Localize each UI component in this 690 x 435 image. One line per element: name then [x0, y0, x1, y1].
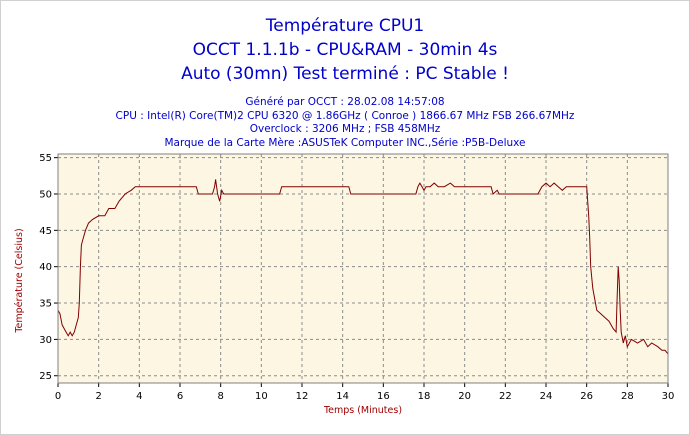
- chart-title: Température CPU1: [265, 16, 425, 36]
- y-tick-label: 55: [39, 153, 52, 164]
- x-tick-label: 18: [418, 391, 431, 402]
- x-tick-label: 16: [377, 391, 390, 402]
- chart-info-block: Généré par OCCT : 28.02.08 14:57:08 CPU …: [0, 96, 690, 150]
- x-tick-label: 26: [580, 391, 593, 402]
- temperature-series-line: [57, 179, 669, 355]
- x-tick-label: 10: [255, 391, 268, 402]
- plot-area: [58, 154, 668, 383]
- info-motherboard: Marque de la Carte Mère :ASUSTeK Compute…: [164, 136, 526, 149]
- x-tick-label: 22: [499, 391, 512, 402]
- x-tick-label: 30: [662, 391, 675, 402]
- x-tick-label: 12: [296, 391, 309, 402]
- chart-subtitle-1: OCCT 1.1.1b - CPU&RAM - 30min 4s: [192, 40, 498, 60]
- x-tick-label: 2: [95, 391, 101, 402]
- y-tick-label: 45: [39, 226, 52, 237]
- x-tick-label: 0: [55, 391, 61, 402]
- y-tick-label: 50: [39, 189, 52, 200]
- x-tick-label: 24: [540, 391, 553, 402]
- x-tick-label: 14: [336, 391, 349, 402]
- x-axis-label: Temps (Minutes): [323, 405, 402, 416]
- x-tick-label: 20: [458, 391, 471, 402]
- plot-border: [57, 153, 669, 384]
- chart-subtitle-2: Auto (30mn) Test terminé : PC Stable !: [181, 64, 509, 84]
- info-generated: Généré par OCCT : 28.02.08 14:57:08: [245, 96, 445, 108]
- grid-lines: [58, 154, 668, 383]
- x-tick-label: 4: [136, 391, 142, 402]
- x-tick-label: 28: [621, 391, 634, 402]
- x-tick-label: 8: [217, 391, 223, 402]
- x-tick-label: 6: [177, 391, 183, 402]
- info-cpu: CPU : Intel(R) Core(TM)2 CPU 6320 @ 1.86…: [115, 109, 575, 122]
- y-tick-label: 25: [39, 371, 52, 382]
- y-tick-label: 30: [39, 335, 52, 346]
- y-tick-label: 40: [39, 262, 52, 273]
- y-axis-label: Température (Celsius): [14, 228, 25, 333]
- y-tick-label: 35: [39, 299, 52, 310]
- chart-title-block: Température CPU1 OCCT 1.1.1b - CPU&RAM -…: [0, 14, 690, 86]
- info-overclock: Overclock : 3206 MHz ; FSB 458MHz: [249, 123, 441, 135]
